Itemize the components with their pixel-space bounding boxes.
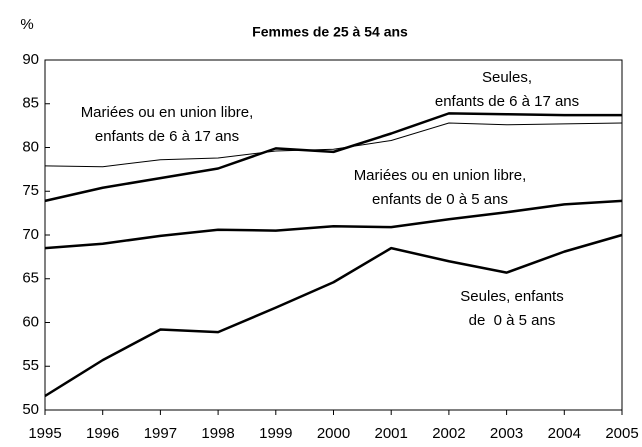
x-tick-label: 2001 [375,425,408,442]
x-tick-label: 1996 [86,425,119,442]
x-tick-label: 2003 [490,425,523,442]
chart-title: Femmes de 25 à 54 ans [252,24,408,40]
series-annotation: Mariées ou en union libre, [354,167,527,184]
x-tick-label: 2000 [317,425,350,442]
y-tick-label: 90 [22,51,39,68]
y-axis-label: % [20,16,33,33]
y-tick-label: 70 [22,226,39,243]
series-annotation: Mariées ou en union libre, [81,104,254,121]
series-annotation: Seules, enfants [460,288,563,305]
series-annotation: enfants de 0 à 5 ans [372,191,508,208]
line-series [44,199,623,250]
y-tick-label: 80 [22,138,39,155]
x-tick-label: 1995 [28,425,61,442]
y-tick-label: 55 [22,357,39,374]
x-tick-label: 2002 [432,425,465,442]
y-tick-label: 75 [22,182,39,199]
line-series [44,122,623,168]
series-annotation: enfants de 6 à 17 ans [95,128,239,145]
x-tick-label: 2004 [548,425,581,442]
x-tick-label: 1997 [144,425,177,442]
y-tick-label: 50 [22,401,39,418]
y-tick-label: 85 [22,95,39,112]
x-tick-label: 1998 [201,425,234,442]
series-annotation: de 0 à 5 ans [469,312,556,329]
x-tick-label: 2005 [605,425,638,442]
x-tick-label: 1999 [259,425,292,442]
series-annotation: enfants de 6 à 17 ans [435,93,579,110]
y-tick-label: 65 [22,270,39,287]
line-series [44,112,622,203]
y-tick-label: 60 [22,313,39,330]
series-annotation: Seules, [482,69,532,86]
line-series [44,233,623,398]
